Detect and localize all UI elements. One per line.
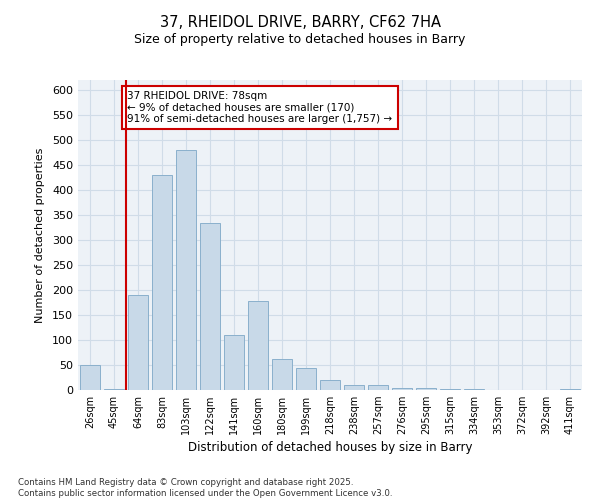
Bar: [248, 301, 268, 390]
Text: Size of property relative to detached houses in Barry: Size of property relative to detached ho…: [134, 32, 466, 46]
X-axis label: Distribution of detached houses by size in Barry: Distribution of detached houses by size …: [188, 442, 472, 454]
Bar: [368, 385, 388, 390]
Bar: [344, 385, 364, 390]
Bar: [464, 389, 484, 390]
Text: Contains HM Land Registry data © Crown copyright and database right 2025.
Contai: Contains HM Land Registry data © Crown c…: [18, 478, 392, 498]
Text: 37, RHEIDOL DRIVE, BARRY, CF62 7HA: 37, RHEIDOL DRIVE, BARRY, CF62 7HA: [160, 15, 440, 30]
Bar: [200, 222, 220, 390]
Bar: [296, 368, 316, 390]
Bar: [272, 359, 292, 390]
Text: 37 RHEIDOL DRIVE: 78sqm
← 9% of detached houses are smaller (170)
91% of semi-de: 37 RHEIDOL DRIVE: 78sqm ← 9% of detached…: [127, 91, 392, 124]
Bar: [224, 335, 244, 390]
Bar: [128, 295, 148, 390]
Bar: [80, 365, 100, 390]
Bar: [416, 388, 436, 390]
Bar: [440, 388, 460, 390]
Bar: [560, 388, 580, 390]
Bar: [176, 150, 196, 390]
Bar: [392, 388, 412, 390]
Y-axis label: Number of detached properties: Number of detached properties: [35, 148, 45, 322]
Bar: [152, 175, 172, 390]
Bar: [320, 380, 340, 390]
Bar: [104, 388, 124, 390]
